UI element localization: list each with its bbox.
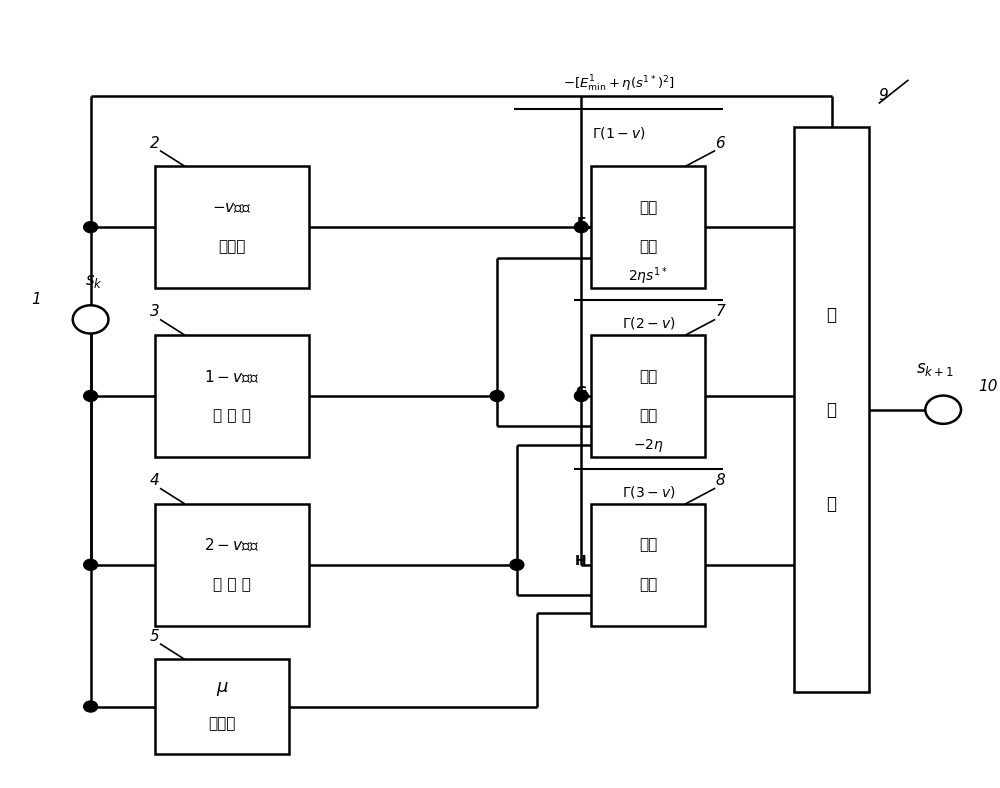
Text: $2-v$次方: $2-v$次方 (204, 537, 259, 553)
Text: $s_{k+1}$: $s_{k+1}$ (916, 360, 954, 378)
Circle shape (574, 221, 588, 232)
Text: $-v$次方: $-v$次方 (212, 200, 252, 215)
Circle shape (84, 701, 98, 712)
Text: 幂方器: 幂方器 (218, 240, 246, 255)
FancyBboxPatch shape (155, 504, 309, 626)
Text: 5: 5 (150, 629, 160, 644)
Text: 器二: 器二 (639, 408, 657, 423)
Text: 幂 方 器: 幂 方 器 (213, 408, 251, 423)
Circle shape (574, 391, 588, 401)
FancyBboxPatch shape (155, 660, 289, 753)
FancyBboxPatch shape (794, 127, 869, 693)
Text: 3: 3 (150, 304, 160, 319)
Text: $-2\eta$: $-2\eta$ (633, 437, 664, 454)
Text: 1: 1 (31, 292, 41, 307)
Text: $\Gamma(1-v)$: $\Gamma(1-v)$ (592, 125, 645, 141)
Text: 7: 7 (715, 304, 725, 319)
FancyBboxPatch shape (591, 335, 705, 457)
Text: $2\eta s^{1*}$: $2\eta s^{1*}$ (628, 266, 668, 287)
Circle shape (490, 391, 504, 401)
Text: G: G (575, 385, 586, 399)
Text: F: F (577, 216, 586, 230)
Text: 发生器: 发生器 (208, 716, 236, 731)
Text: 加: 加 (827, 307, 837, 325)
Text: H: H (575, 554, 586, 568)
Text: 器三: 器三 (639, 577, 657, 592)
FancyBboxPatch shape (591, 504, 705, 626)
Circle shape (84, 559, 98, 571)
Text: $\Gamma(2-v)$: $\Gamma(2-v)$ (622, 315, 675, 331)
Circle shape (510, 559, 524, 571)
Text: $-[E^1_{\mathrm{min}}+\eta(s^{1*})^2]$: $-[E^1_{\mathrm{min}}+\eta(s^{1*})^2]$ (563, 73, 674, 94)
Text: 器: 器 (827, 495, 837, 513)
Circle shape (84, 221, 98, 232)
Circle shape (925, 396, 961, 424)
Text: 器一: 器一 (639, 240, 657, 255)
Text: $\Gamma(3-v)$: $\Gamma(3-v)$ (622, 484, 675, 500)
Text: 乘法: 乘法 (639, 369, 657, 384)
Text: 9: 9 (879, 88, 888, 103)
Text: 6: 6 (715, 136, 725, 151)
FancyBboxPatch shape (155, 166, 309, 288)
Text: 乘法: 乘法 (639, 537, 657, 552)
Text: 乘法: 乘法 (639, 200, 657, 215)
Text: 幂 方 器: 幂 方 器 (213, 577, 251, 592)
FancyBboxPatch shape (155, 335, 309, 457)
Text: $\mu$: $\mu$ (216, 680, 228, 698)
FancyBboxPatch shape (591, 166, 705, 288)
Text: 法: 法 (827, 401, 837, 418)
Text: 4: 4 (150, 474, 160, 489)
Text: 8: 8 (715, 474, 725, 489)
Text: 10: 10 (978, 379, 998, 394)
Circle shape (84, 391, 98, 401)
Text: 2: 2 (150, 136, 160, 151)
Circle shape (73, 305, 108, 333)
Text: $1-v$次方: $1-v$次方 (204, 368, 259, 385)
Text: $s_k$: $s_k$ (85, 272, 102, 289)
